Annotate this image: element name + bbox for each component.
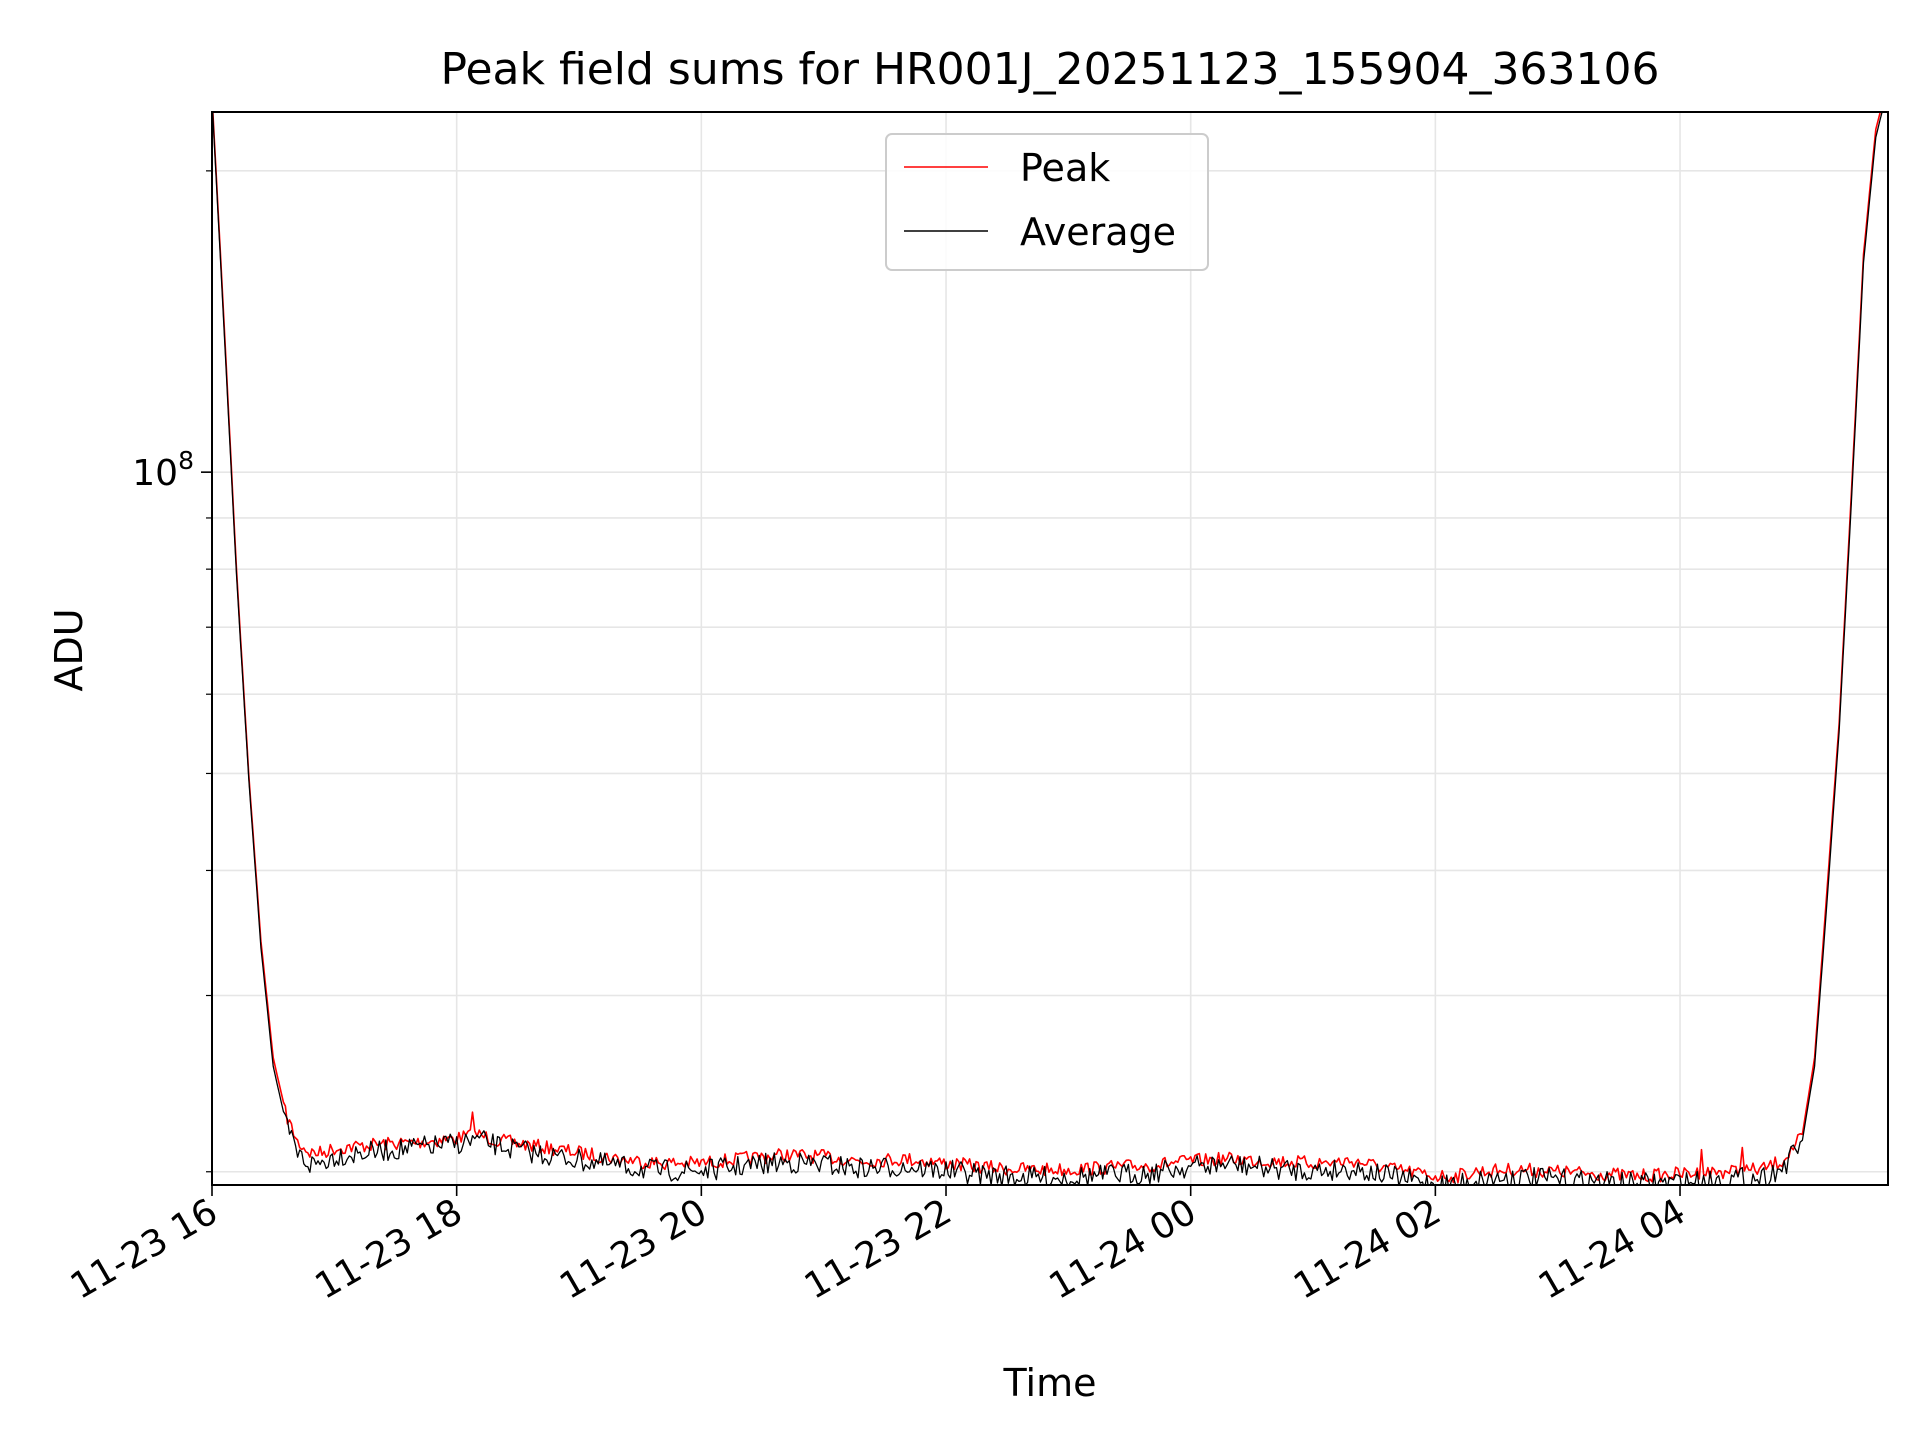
y-tick-label-base: 10 bbox=[132, 453, 178, 494]
y-axis-label: ADU bbox=[47, 608, 91, 691]
grid bbox=[211, 112, 1888, 1185]
y-tick-label: 108 bbox=[132, 446, 194, 494]
series-line-peak bbox=[212, 112, 1882, 1184]
legend-label-average: Average bbox=[1020, 210, 1176, 254]
legend-label-peak: Peak bbox=[1020, 146, 1110, 190]
series-layer bbox=[212, 112, 1883, 1185]
legend: Peak Average bbox=[885, 133, 1209, 271]
chart-title: Peak field sums for HR001J_20251123_1559… bbox=[441, 44, 1660, 95]
series-line-average bbox=[212, 112, 1883, 1185]
y-tick-label-exponent: 8 bbox=[178, 446, 194, 475]
legend-box bbox=[885, 133, 1209, 271]
x-axis-label: Time bbox=[1003, 1361, 1097, 1405]
plot-frame bbox=[211, 111, 1889, 1186]
